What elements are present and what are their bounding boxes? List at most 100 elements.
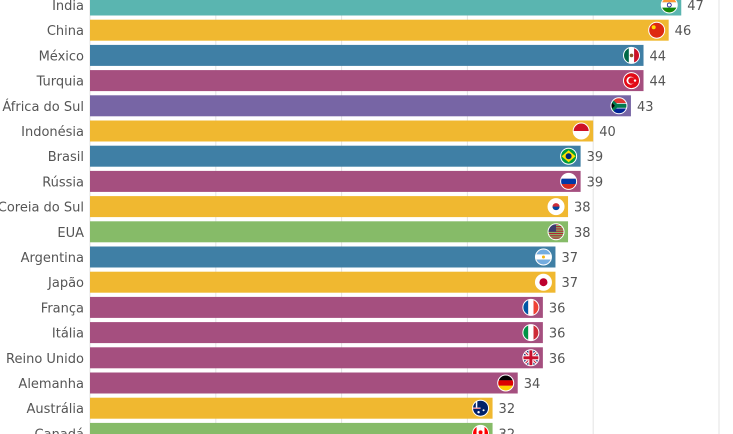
bar-row: Austrália 32: [26, 397, 515, 419]
value-label: 36: [549, 352, 566, 367]
category-label: Rússia: [42, 175, 84, 190]
bar: [90, 246, 556, 268]
flag-france-icon: [522, 299, 539, 316]
flag-south-africa-icon: [610, 97, 627, 114]
category-label: México: [39, 49, 84, 64]
bar-row: Itália 36: [52, 322, 565, 344]
flag-ring: [534, 273, 552, 291]
flag-ring: [534, 248, 552, 266]
flag-mexico-icon: [623, 47, 640, 64]
bar: [90, 372, 518, 394]
flag-ring: [547, 223, 565, 241]
bar: [90, 422, 493, 434]
value-label: 44: [650, 75, 667, 90]
flag-ring: [522, 324, 540, 342]
category-label: Austrália: [26, 402, 84, 417]
flag-usa-icon: [548, 223, 565, 239]
bar-row: Reino Unido 36: [6, 347, 566, 369]
bar: [90, 296, 543, 318]
category-label: Indonésia: [21, 125, 84, 140]
flag-ring: [623, 46, 641, 64]
bar: [90, 0, 682, 16]
flag-australia-icon: [472, 400, 489, 417]
bar: [90, 196, 569, 218]
value-label: 39: [587, 175, 604, 190]
value-label: 38: [574, 201, 591, 216]
category-label: Coreia do Sul: [0, 201, 84, 216]
flag-ring: [472, 424, 490, 434]
bar: [90, 397, 493, 419]
category-label: Canadá: [35, 427, 84, 434]
bar: [90, 44, 644, 66]
flag-japan-icon: [535, 274, 552, 291]
value-label: 38: [574, 226, 591, 241]
flag-ring: [497, 374, 515, 392]
category-label: Itália: [52, 327, 84, 342]
flag-brazil-icon: [560, 148, 577, 165]
flag-ring: [560, 147, 578, 165]
flag-canada-icon: [472, 425, 489, 434]
category-label: Turquia: [36, 75, 84, 90]
category-label: França: [41, 301, 84, 316]
value-label: 47: [687, 0, 704, 14]
bar-row: Rússia 39: [42, 170, 604, 192]
category-label: Brasil: [48, 150, 84, 165]
bar: [90, 145, 581, 167]
bar-row: França 36: [41, 296, 566, 318]
flag-south-korea-icon: [548, 198, 565, 215]
category-label: EUA: [57, 226, 84, 241]
bar: [90, 170, 581, 192]
flag-turkey-icon: [623, 72, 640, 89]
flag-ring: [472, 399, 490, 417]
value-label: 39: [587, 150, 604, 165]
flag-ring: [623, 72, 641, 90]
flag-ring: [522, 349, 540, 367]
value-label: 36: [549, 301, 566, 316]
value-label: 34: [524, 377, 541, 392]
bar-row: India 47: [52, 0, 704, 16]
bar: [90, 19, 669, 41]
flag-ring: [610, 97, 628, 115]
bar-row: Brasil 39: [48, 145, 604, 167]
bar: [90, 322, 543, 344]
category-label: Japão: [47, 276, 84, 291]
bar-row: Canadá 32: [35, 422, 516, 434]
flag-argentina-icon: [535, 249, 552, 265]
flag-india-icon: [661, 0, 678, 13]
flag-indonesia-icon: [573, 123, 590, 139]
value-label: 46: [675, 24, 692, 39]
value-label: 43: [637, 100, 654, 115]
flag-russia-icon: [560, 173, 577, 190]
category-label: África do Sul: [2, 99, 84, 115]
bar: [90, 70, 644, 92]
category-label: Argentina: [21, 251, 84, 266]
bar: [90, 120, 594, 142]
category-label: Alemanha: [18, 377, 84, 392]
bar: [90, 271, 556, 293]
bar-row: EUA 38: [57, 221, 591, 243]
flag-ring: [560, 172, 578, 190]
flag-germany-icon: [497, 375, 514, 391]
category-label: Reino Unido: [6, 352, 84, 367]
flag-ring: [648, 21, 666, 39]
value-label: 40: [599, 125, 616, 140]
bar-row: Alemanha 34: [18, 372, 541, 394]
flag-china-icon: [648, 22, 665, 39]
bar-row: África do Sul 43: [2, 95, 654, 117]
value-label: 44: [650, 49, 667, 64]
category-label: China: [47, 24, 84, 39]
flag-ring: [660, 0, 678, 14]
value-label: 32: [499, 427, 516, 434]
flag-ring: [522, 298, 540, 316]
bar-row: Argentina 37: [21, 246, 578, 268]
bar-row: Indonésia 40: [21, 120, 616, 142]
flag-ring: [547, 198, 565, 216]
value-label: 37: [561, 276, 578, 291]
category-label: India: [52, 0, 84, 14]
bar-row: Turquia 44: [36, 70, 667, 92]
bar-row: Japão 37: [47, 271, 578, 293]
flag-ring: [572, 122, 590, 140]
value-label: 37: [561, 251, 578, 266]
